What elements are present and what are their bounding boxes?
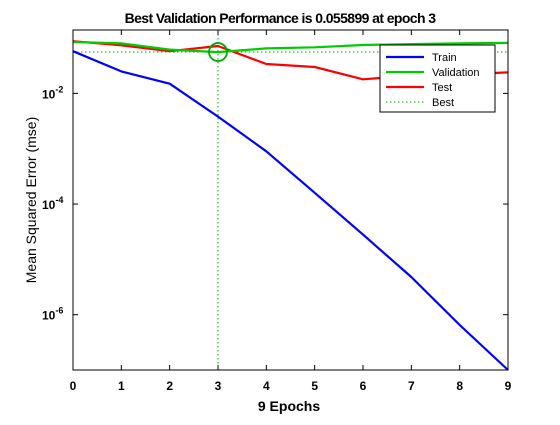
y-tick-base: 10 — [42, 87, 56, 101]
x-axis-label: 9 Epochs — [258, 398, 320, 414]
plot-frame — [72, 29, 509, 371]
x-tick-label: 9 — [505, 379, 512, 393]
legend-label-validation: Validation — [432, 67, 480, 79]
legend-label-best: Best — [432, 97, 454, 109]
x-tick-label: 7 — [408, 379, 415, 393]
y-tick-exponent: -6 — [55, 306, 63, 316]
y-tick-label: 10-4 — [42, 195, 63, 212]
x-tick-label: 6 — [360, 379, 367, 393]
y-tick-exponent: -2 — [55, 84, 63, 94]
series-line-validation — [72, 40, 509, 54]
ticks-layer: 0 1 2 3 4 5 6 7 8 910-210-410-6 — [42, 30, 512, 393]
x-tick-label: 1 — [118, 379, 125, 393]
best-point-marker — [208, 42, 228, 62]
chart-title: Best Validation Performance is 0.055899 … — [125, 10, 437, 26]
x-tick-label: 4 — [263, 379, 270, 393]
x-tick-label: 2 — [166, 379, 173, 393]
legend-label-train: Train — [432, 52, 457, 64]
y-tick-base: 10 — [42, 309, 56, 323]
y-tick-base: 10 — [42, 198, 56, 212]
legend: Train Validation Test Best — [379, 44, 496, 113]
y-tick-label: 10-6 — [42, 306, 63, 323]
x-tick-label: 3 — [215, 379, 222, 393]
legend-label-test: Test — [432, 82, 452, 94]
y-tick-exponent: -4 — [55, 195, 63, 205]
y-axis-label: Mean Squared Error (mse) — [23, 117, 39, 284]
series-line-train — [72, 50, 509, 371]
y-tick-label: 10-2 — [42, 84, 63, 101]
x-tick-label: 5 — [311, 379, 318, 393]
x-tick-label: 8 — [456, 379, 463, 393]
x-tick-label: 0 — [70, 379, 77, 393]
